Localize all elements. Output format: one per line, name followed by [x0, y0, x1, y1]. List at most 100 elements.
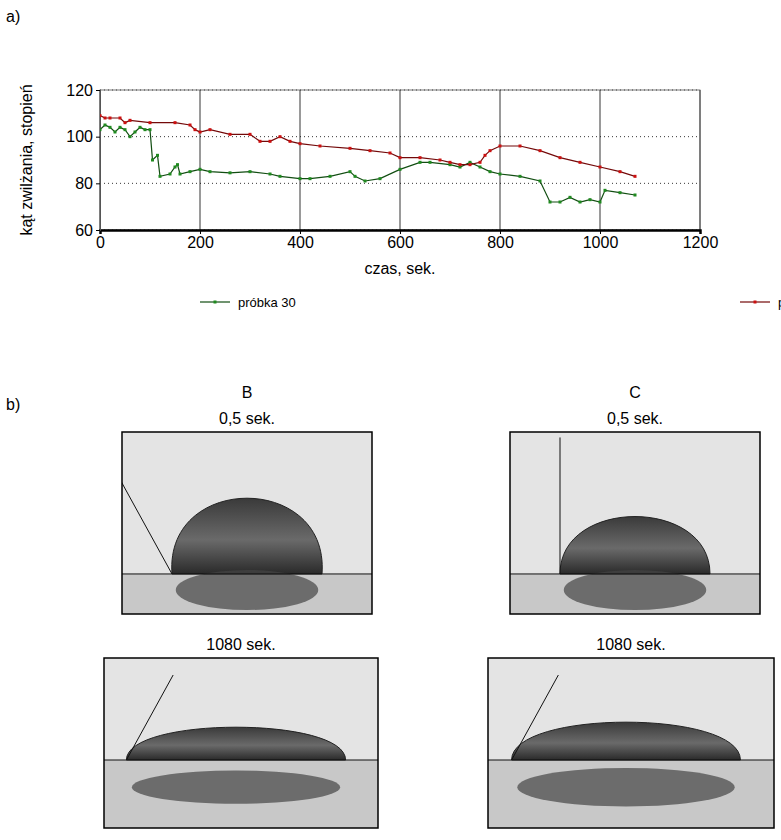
droplet-reflection	[517, 768, 734, 806]
y-axis-title: kąt zwilżania, stopień	[18, 84, 35, 235]
frame-time: 1080 sek.	[596, 636, 665, 653]
series-marker	[174, 121, 177, 124]
series-marker	[419, 161, 422, 164]
series-marker	[559, 201, 562, 204]
series-marker	[279, 175, 282, 178]
frame-time: 0,5 sek.	[607, 410, 663, 427]
series-marker	[619, 191, 622, 194]
y-tick: 100	[66, 128, 100, 145]
grid-line-x	[200, 90, 201, 230]
series-marker	[279, 135, 282, 138]
series-marker	[619, 170, 622, 173]
series-marker	[259, 140, 262, 143]
x-tick: 600	[387, 230, 414, 251]
baseline	[104, 760, 378, 761]
series-marker	[169, 173, 172, 176]
series-marker	[119, 117, 122, 120]
series-marker	[519, 145, 522, 148]
series-marker	[199, 131, 202, 134]
panel-label: b)	[6, 396, 20, 413]
series-marker	[299, 177, 302, 180]
series-marker	[209, 170, 212, 173]
series-marker	[499, 173, 502, 176]
tangent-line	[126, 675, 173, 760]
series-marker	[149, 128, 152, 131]
x-tick-label: 600	[387, 234, 414, 251]
x-tick: 200	[187, 230, 214, 251]
series-marker	[179, 173, 182, 176]
photo-frame	[104, 658, 378, 828]
baseline	[122, 573, 372, 574]
series-marker	[379, 177, 382, 180]
y-tick-label: 60	[75, 222, 93, 239]
photo-frame	[510, 432, 760, 614]
x-axis: 020040060080010001200	[96, 230, 718, 251]
series-marker	[124, 128, 127, 131]
droplet-reflection	[176, 570, 319, 610]
legend: próbka 30 próbka 90	[200, 295, 781, 310]
photo-background	[488, 658, 774, 828]
photo	[97, 432, 372, 614]
legend-label: próbka 30	[238, 295, 296, 310]
series-marker	[109, 126, 112, 129]
grid-line-y	[100, 183, 700, 184]
y-tick-mark	[96, 137, 100, 138]
series-marker	[189, 124, 192, 127]
photo-frame	[488, 658, 774, 828]
grid-line-y	[100, 136, 700, 137]
series-marker	[479, 166, 482, 169]
series-marker	[144, 128, 147, 131]
series-marker	[100, 128, 102, 131]
series-marker	[539, 149, 542, 152]
droplet	[126, 727, 345, 760]
series-marker	[124, 121, 127, 124]
y-tick-label: 120	[66, 82, 93, 99]
series-marker	[399, 156, 402, 159]
series-marker	[229, 133, 232, 136]
series-marker	[559, 156, 562, 159]
series-marker	[104, 117, 107, 120]
series-marker	[156, 154, 159, 157]
y-axis-line	[96, 91, 101, 231]
series-marker	[249, 133, 252, 136]
photo	[488, 658, 774, 828]
x-tick: 1200	[683, 230, 719, 251]
series-line	[100, 125, 635, 202]
series-marker	[519, 175, 522, 178]
series-marker	[229, 171, 232, 174]
baseline	[488, 760, 774, 761]
x-tick-label: 1000	[583, 234, 619, 251]
series-marker	[364, 180, 367, 183]
droplet	[512, 722, 741, 760]
plot-frame	[100, 90, 700, 230]
droplet-reflection	[132, 771, 340, 804]
y-tick-mark	[96, 183, 100, 184]
series-marker	[309, 177, 312, 180]
frame-time: 1080 sek.	[206, 636, 275, 653]
series-marker	[299, 142, 302, 145]
series-marker	[269, 173, 272, 176]
legend-item: próbka 90	[740, 295, 781, 310]
series-marker	[176, 163, 179, 166]
x-tick-label: 200	[187, 234, 214, 251]
frame-time: 0,5 sek.	[219, 410, 275, 427]
y-tick-label: 100	[66, 128, 93, 145]
photo	[510, 432, 760, 614]
panel-label: a)	[6, 8, 20, 25]
series-marker	[449, 161, 452, 164]
series-marker	[189, 170, 192, 173]
figure: a)0200400600800100012006080100120czas, s…	[0, 0, 781, 840]
column-title: B	[242, 384, 253, 401]
series-marker	[119, 126, 122, 129]
series-marker	[349, 147, 352, 150]
series-marker	[319, 145, 322, 148]
legend-marker	[214, 301, 217, 304]
series-group	[100, 114, 637, 203]
series-marker	[439, 159, 442, 162]
series-marker	[100, 114, 102, 117]
series-marker	[139, 126, 142, 129]
x-tick: 400	[287, 230, 314, 251]
photo-background	[104, 658, 378, 828]
series-marker	[459, 163, 462, 166]
x-tick: 0	[96, 230, 105, 251]
